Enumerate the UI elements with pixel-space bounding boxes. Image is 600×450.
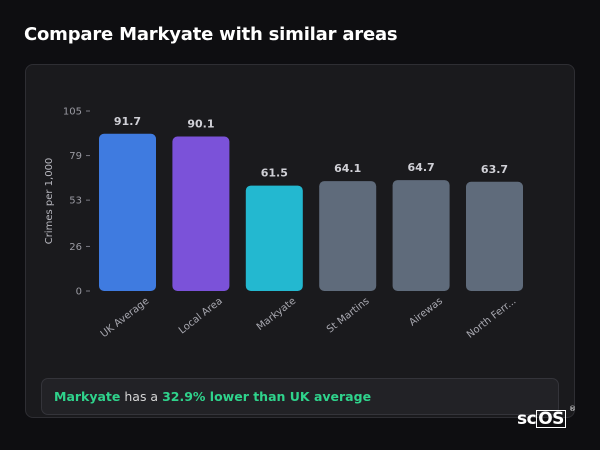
page-title: Compare Markyate with similar areas — [24, 24, 398, 45]
scos-logo: sc OS ® — [517, 405, 576, 429]
bar — [172, 136, 230, 291]
bar-value-label: 64.1 — [334, 162, 361, 175]
y-tick-label: 0 — [76, 287, 82, 298]
summary-area-name: Markyate — [54, 389, 121, 404]
logo-text-os: OS — [536, 409, 566, 429]
summary-box: Markyate has a 32.9% lower than UK avera… — [41, 378, 559, 415]
bar — [99, 133, 156, 291]
registered-mark: ® — [569, 405, 576, 413]
category-label: Markyate — [255, 296, 298, 333]
bar — [392, 180, 450, 291]
category-label: St Martins — [325, 296, 372, 336]
y-tick-label: 26 — [69, 242, 82, 253]
bar-value-label: 64.7 — [408, 161, 435, 174]
logo-text-sc: sc — [517, 409, 537, 429]
bar-value-label: 63.7 — [481, 163, 508, 176]
bar — [245, 185, 303, 291]
y-axis-title: Crimes per 1,000 — [44, 158, 55, 245]
summary-text: has a — [120, 389, 163, 404]
summary-highlight: 32.9% lower than UK average — [162, 389, 372, 404]
y-tick-label: 53 — [69, 196, 82, 207]
bar — [319, 181, 377, 291]
y-tick-label: 79 — [69, 151, 82, 162]
bar-value-label: 90.1 — [187, 118, 214, 131]
category-label: North Ferr... — [465, 296, 518, 341]
y-tick-label: 105 — [63, 107, 82, 118]
bar-value-label: 91.7 — [114, 115, 141, 128]
bar — [466, 181, 523, 291]
category-label: Local Area — [177, 296, 225, 337]
category-label: UK Average — [99, 296, 152, 340]
category-label: Airewas — [407, 296, 445, 329]
bar-value-label: 61.5 — [261, 167, 288, 180]
